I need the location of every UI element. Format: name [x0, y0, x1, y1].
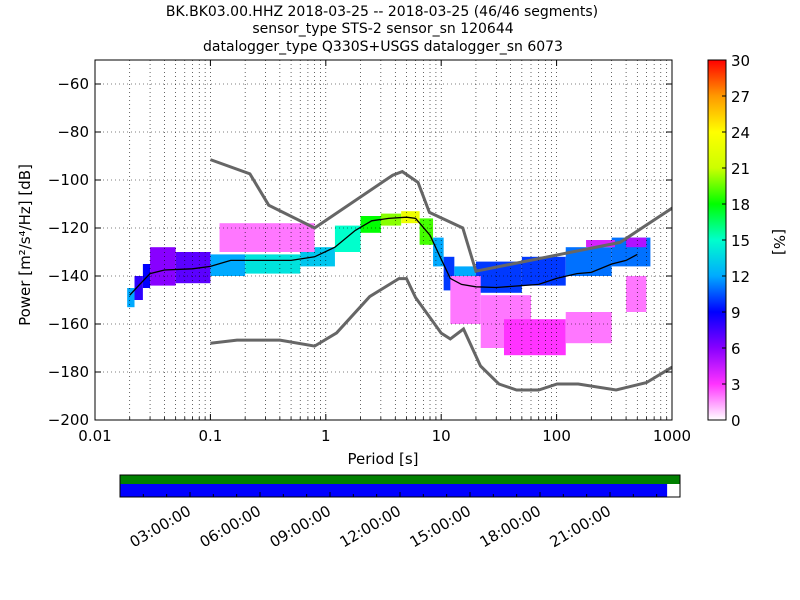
x-axis-label: Period [s] — [347, 450, 418, 468]
noise-model-high — [209, 158, 672, 273]
availability-time-label: 06:00:00 — [197, 502, 264, 551]
availability-time-label: 03:00:00 — [127, 502, 194, 551]
series-line-median — [129, 216, 638, 296]
density-cell — [443, 256, 455, 291]
y-tick-label: −140 — [48, 267, 89, 285]
colorbar-tick-label: 15 — [731, 232, 750, 250]
density-cell — [360, 216, 381, 233]
x-tick-label: 10 — [432, 427, 451, 445]
availability-time-label: 09:00:00 — [267, 502, 334, 551]
availability-bar: 03:00:00 06:00:00 09:00:00 12:00:00 15:00:00… — [119, 474, 681, 551]
availability-time-axis: 03:00:00 06:00:00 09:00:00 12:00:00 15:00:00… — [127, 492, 658, 551]
x-tick-label: 0.1 — [198, 427, 222, 445]
noise-model-layer — [209, 158, 672, 392]
y-tick-label: −100 — [48, 171, 89, 189]
density-cell — [503, 319, 566, 356]
availability-time-label: 15:00:00 — [407, 502, 474, 551]
x-axis: 0.01 0.1 1 10 100 1000 — [78, 60, 691, 445]
x-tick-label: 1000 — [653, 427, 691, 445]
availability-time-label: 21:00:00 — [547, 502, 614, 551]
density-cell — [380, 213, 402, 226]
density-cell — [134, 276, 143, 300]
density-cell — [626, 276, 647, 312]
colorbar-tick-label: 0 — [731, 412, 741, 430]
colorbar-ticks: 0 3 6 9 12 15 18 21 24 27 30 — [722, 52, 750, 430]
density-cell — [245, 254, 301, 274]
density-cell — [626, 237, 647, 248]
colorbar-tick-label: 12 — [731, 268, 750, 286]
availability-data-bar — [120, 484, 668, 497]
density-cell — [142, 264, 151, 288]
density-cell — [565, 312, 612, 344]
y-tick-label: −120 — [48, 219, 89, 237]
chart-title-line-1: BK.BK03.00.HHZ 2018-03-25 -- 2018-03-25 … — [166, 4, 598, 20]
density-cell — [219, 223, 315, 252]
x-tick-label: 100 — [542, 427, 571, 445]
y-tick-label: −180 — [48, 363, 89, 381]
y-tick-label: −80 — [57, 123, 89, 141]
x-tick-label: 1 — [321, 427, 331, 445]
y-axis: −200 −180 −160 −140 −120 −100 −80 −60 — [48, 75, 672, 429]
plot-frame — [94, 59, 673, 421]
y-tick-label: −200 — [48, 411, 89, 429]
density-cell — [127, 288, 135, 308]
availability-time-label: 12:00:00 — [337, 502, 404, 551]
colorbar: 0 3 6 9 12 15 18 21 24 27 30 [%] — [707, 52, 788, 430]
grid-layer — [95, 60, 672, 420]
colorbar-tick-label: 27 — [731, 88, 750, 106]
colorbar-tick-label: 21 — [731, 160, 750, 178]
availability-time-label: 18:00:00 — [477, 502, 544, 551]
chart-title-line-2: sensor_type STS-2 sensor_sn 120644 — [252, 21, 513, 37]
colorbar-tick-label: 24 — [731, 124, 750, 142]
ppsd-plot: 0.01 0.1 1 10 100 1000 −200 −180 −160 −140 −120 −1… — [48, 59, 691, 445]
noise-model-low — [210, 277, 672, 392]
y-axis-label: Power [m²/s⁴/Hz] [dB] — [16, 164, 34, 326]
colorbar-label: [%] — [770, 229, 788, 255]
series-layer — [129, 216, 638, 296]
colorbar-tick-label: 6 — [731, 340, 741, 358]
x-tick-label: 0.01 — [78, 427, 111, 445]
chart-title-line-3: datalogger_type Q330S+USGS datalogger_sn… — [203, 39, 563, 55]
y-tick-label: −60 — [57, 75, 89, 93]
y-tick-label: −160 — [48, 315, 89, 333]
colorbar-tick-label: 3 — [731, 376, 741, 394]
density-cell — [150, 247, 176, 286]
density-cell — [586, 240, 615, 248]
colorbar-tick-label: 30 — [731, 52, 750, 70]
colorbar-tick-label: 9 — [731, 304, 741, 322]
colorbar-tick-label: 18 — [731, 196, 750, 214]
availability-gap-bar — [120, 475, 680, 484]
